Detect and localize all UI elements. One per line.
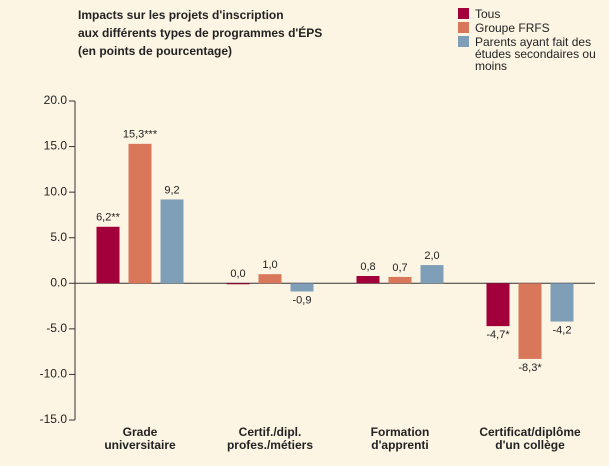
legend-swatch [458,22,469,33]
value-label: -0,9 [293,294,312,306]
x-tick-label: Formation [371,425,430,439]
bar [226,283,250,285]
value-label: 1,0 [262,259,277,271]
chart-title: aux différents types de programmes d'ÉPS [78,25,322,40]
value-label: 0,7 [392,262,407,274]
value-label: -4,2 [553,324,572,336]
legend-label: Tous [475,7,501,21]
value-label: 2,0 [424,250,439,262]
value-label: 6,2** [96,212,121,224]
y-tick-label: -5.0 [46,321,67,335]
x-tick-label: d'un collège [495,438,565,452]
value-label: 15,3*** [123,129,158,141]
legend-item: Parents ayant fait des études secondaire… [458,36,608,72]
value-label: 9,2 [164,184,179,196]
chart-title: Impacts sur les projets d'inscription [78,8,284,22]
x-tick-label: Certificat/diplôme [479,425,581,439]
bar [128,143,152,284]
x-tick-label: universitaire [104,438,176,452]
legend-item: Groupe FRFS [458,22,608,34]
bar [518,283,542,359]
bar [96,226,120,284]
legend-label: Groupe FRFS [475,21,550,35]
x-tick-label: Certif./dipl. [239,425,302,439]
bar [356,275,380,284]
bar [290,283,314,292]
y-tick-label: 15.0 [44,139,68,153]
legend-label: Parents ayant fait des études secondaire… [475,35,596,73]
y-tick-label: 5.0 [50,230,67,244]
y-tick-label: 0.0 [50,275,67,289]
legend-swatch [458,36,469,47]
y-tick-label: -15.0 [40,412,68,426]
legend-swatch [458,8,469,19]
legend: Tous Groupe FRFS Parents ayant fait des ét… [458,8,608,74]
bar [550,283,574,322]
x-tick-label: Grade [123,425,158,439]
value-label: 0,8 [360,261,375,273]
bar [420,265,444,284]
bar [486,283,510,327]
chart-title: (en points de pourcentage) [78,44,232,58]
bar [160,199,184,284]
x-tick-label: d'apprenti [371,438,429,452]
bar [388,276,412,284]
y-tick-label: -10.0 [40,367,68,381]
value-label: 0,0 [230,268,245,280]
value-label: -4,7* [486,329,510,341]
value-label: -8,3* [518,362,542,374]
y-tick-label: 20.0 [44,93,68,107]
x-tick-label: profes./métiers [227,438,313,452]
bar [258,274,282,284]
legend-item: Tous [458,8,608,20]
y-tick-label: 10.0 [44,184,68,198]
